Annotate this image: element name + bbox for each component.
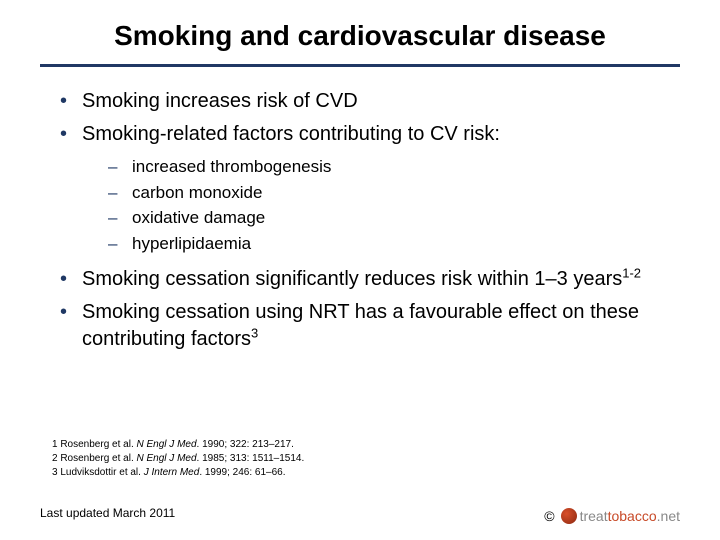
superscript-ref: 1-2: [622, 265, 641, 280]
reference-line: 2 Rosenberg et al. N Engl J Med. 1985; 3…: [52, 452, 304, 466]
dash-icon: –: [108, 231, 132, 257]
ref-journal: N Engl J Med: [137, 439, 197, 450]
bullet-text: Smoking cessation using NRT has a favour…: [82, 299, 680, 353]
dash-icon: –: [108, 205, 132, 231]
bullet-text: Smoking cessation significantly reduces …: [82, 266, 641, 293]
reference-line: 1 Rosenberg et al. N Engl J Med. 1990; 3…: [52, 438, 304, 452]
sub-bullet-item: – oxidative damage: [108, 205, 680, 231]
bullet-item: • Smoking cessation using NRT has a favo…: [60, 299, 680, 353]
footer-updated: Last updated March 2011: [40, 506, 175, 520]
ref-journal: N Engl J Med: [137, 453, 197, 464]
bullet-dot-icon: •: [60, 88, 82, 115]
ref-post: . 1985; 313: 1511–1514.: [197, 453, 305, 464]
bullet-text-main: Smoking cessation using NRT has a favour…: [82, 301, 639, 350]
footer-branding: © treattobacco.net: [544, 508, 680, 524]
ref-post: . 1990; 322: 213–217.: [197, 439, 294, 450]
sub-bullet-text: carbon monoxide: [132, 180, 262, 206]
sub-bullet-text: increased thrombogenesis: [132, 154, 331, 180]
slide: Smoking and cardiovascular disease • Smo…: [0, 0, 720, 540]
sub-bullet-item: – carbon monoxide: [108, 180, 680, 206]
references: 1 Rosenberg et al. N Engl J Med. 1990; 3…: [52, 438, 304, 480]
sub-bullet-item: – hyperlipidaemia: [108, 231, 680, 257]
logo-part-treat: treat: [580, 508, 608, 524]
reference-line: 3 Ludviksdottir et al. J Intern Med. 199…: [52, 466, 304, 480]
superscript-ref: 3: [251, 325, 258, 340]
bullet-text: Smoking-related factors contributing to …: [82, 121, 500, 148]
dash-icon: –: [108, 154, 132, 180]
sub-bullet-text: oxidative damage: [132, 205, 265, 231]
bullet-item: • Smoking cessation significantly reduce…: [60, 266, 680, 293]
slide-body: • Smoking increases risk of CVD • Smokin…: [60, 88, 680, 359]
logo-text: treattobacco.net: [580, 508, 680, 524]
ref-pre: 1 Rosenberg et al.: [52, 439, 137, 450]
bullet-dot-icon: •: [60, 299, 82, 353]
logo-part-tobacco: tobacco: [608, 508, 657, 524]
title-underline: [40, 64, 680, 67]
bullet-dot-icon: •: [60, 266, 82, 293]
bullet-item: • Smoking increases risk of CVD: [60, 88, 680, 115]
sub-bullet-text: hyperlipidaemia: [132, 231, 251, 257]
sub-bullet-item: – increased thrombogenesis: [108, 154, 680, 180]
ref-pre: 2 Rosenberg et al.: [52, 453, 137, 464]
bullet-text: Smoking increases risk of CVD: [82, 88, 358, 115]
bullet-item: • Smoking-related factors contributing t…: [60, 121, 680, 148]
ref-post: . 1999; 246: 61–66.: [199, 467, 285, 478]
logo-part-net: .net: [657, 508, 680, 524]
bullet-text-main: Smoking cessation significantly reduces …: [82, 268, 622, 290]
sub-bullet-list: – increased thrombogenesis – carbon mono…: [108, 154, 680, 256]
slide-title: Smoking and cardiovascular disease: [0, 20, 720, 52]
copyright-symbol: ©: [544, 508, 554, 524]
dash-icon: –: [108, 180, 132, 206]
ref-journal: J Intern Med: [144, 467, 200, 478]
logo-icon: [561, 508, 577, 524]
ref-pre: 3 Ludviksdottir et al.: [52, 467, 144, 478]
bullet-dot-icon: •: [60, 121, 82, 148]
